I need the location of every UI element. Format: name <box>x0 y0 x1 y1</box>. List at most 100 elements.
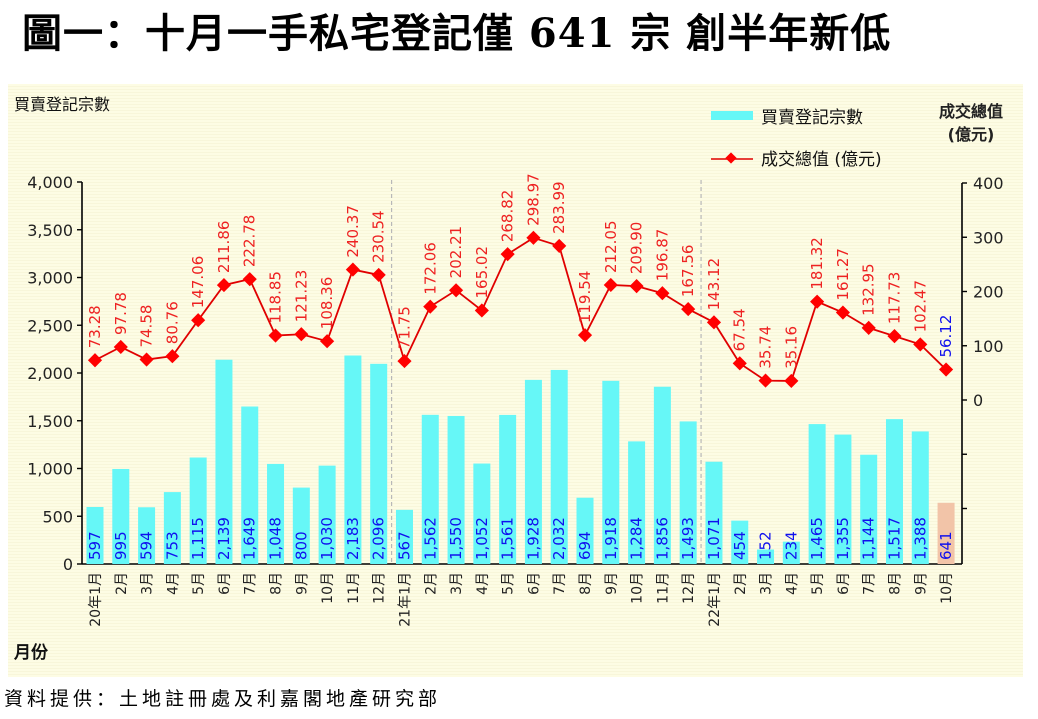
x-tick-label: 3月 <box>759 572 775 595</box>
line-value-label: 67.54 <box>731 308 749 351</box>
bar-value-label: 2,096 <box>370 517 388 560</box>
bar <box>395 509 413 564</box>
line-marker <box>268 328 283 343</box>
bar-value-label: 1,517 <box>885 517 903 560</box>
bar-value-label: 1,928 <box>524 517 542 560</box>
line-value-label: 167.56 <box>679 245 697 298</box>
bar <box>782 541 800 564</box>
x-tick-label: 8月 <box>887 572 903 595</box>
x-axis-title: 月份 <box>13 642 49 663</box>
y-tick-label-left: 1,500 <box>27 412 73 431</box>
y-tick-label-right: 0 <box>973 391 983 410</box>
bar <box>757 549 775 564</box>
x-tick-label: 7月 <box>862 572 878 595</box>
bar-value-label: 1,052 <box>473 517 491 560</box>
x-tick-label: 12月 <box>681 572 697 604</box>
line-marker <box>423 299 438 314</box>
bar <box>112 468 130 564</box>
line-value-label: 222.78 <box>241 215 259 267</box>
bar-value-label: 2,139 <box>215 517 233 560</box>
x-tick-label: 20年1月 <box>88 572 104 627</box>
line-marker <box>165 349 180 364</box>
line-value-label: 196.87 <box>653 229 671 282</box>
line-marker <box>474 303 489 318</box>
combo-chart: 買賣登記宗數 成交總值 (億元) 月份 買賣登記宗數 成交總值 (億元) 4,0… <box>13 95 1004 663</box>
bar-value-label: 2,183 <box>344 517 362 560</box>
line-marker <box>629 279 644 294</box>
line-series <box>87 230 954 388</box>
line-path <box>94 236 947 382</box>
bar <box>267 463 285 564</box>
bar <box>215 359 233 564</box>
bar-value-label: 694 <box>576 531 594 560</box>
line-marker <box>191 313 206 328</box>
line-marker <box>345 262 360 277</box>
x-tick-label: 8月 <box>269 572 285 595</box>
bar-value-label: 1,550 <box>447 517 465 560</box>
bar <box>292 487 310 564</box>
bar-value-label: 1,030 <box>318 517 336 560</box>
bar-value-label: 1,918 <box>602 517 620 560</box>
line-value-label: 230.54 <box>370 210 388 263</box>
x-tick-label: 5月 <box>191 572 207 595</box>
line-value-label: 172.06 <box>421 242 439 295</box>
bar <box>885 419 903 564</box>
bar-value-label: 1,649 <box>241 517 259 560</box>
y-tick-label-right: 200 <box>973 283 1004 302</box>
line-marker <box>242 272 257 287</box>
line-value-label: 118.85 <box>267 271 285 324</box>
line-marker <box>526 230 541 245</box>
line-value-label: 161.27 <box>834 248 852 301</box>
bar <box>86 506 104 564</box>
bar-value-label: 753 <box>163 531 181 560</box>
line-marker <box>732 356 747 371</box>
x-tick-label: 9月 <box>913 572 929 595</box>
line-value-label: 202.21 <box>447 226 465 279</box>
x-tick-label: 6月 <box>526 572 542 595</box>
legend-bar-swatch <box>711 111 753 120</box>
legend-line-label: 成交總值 (億元) <box>761 150 882 170</box>
line-marker <box>139 352 154 367</box>
line-value-label: 80.76 <box>163 301 181 344</box>
x-tick-label: 2月 <box>733 572 749 595</box>
bar-value-label: 1,144 <box>860 517 878 560</box>
line-marker <box>861 320 876 335</box>
line-marker <box>371 267 386 283</box>
line-value-label: 35.74 <box>757 326 775 369</box>
line-marker <box>216 277 232 293</box>
bar <box>241 406 259 564</box>
line-marker <box>577 328 593 343</box>
x-tick-label: 4月 <box>165 572 181 595</box>
y-tick-label-right: 400 <box>973 174 1004 193</box>
chart-panel: 買賣登記宗數 成交總值 (億元) 月份 買賣登記宗數 成交總值 (億元) 4,0… <box>8 84 1023 677</box>
legend-bar-label: 買賣登記宗數 <box>761 108 863 128</box>
x-tick-label: 9月 <box>604 572 620 595</box>
bar-value-label: 1,355 <box>834 517 852 560</box>
line-value-label: 212.05 <box>602 220 620 273</box>
x-tick-label: 7月 <box>552 572 568 595</box>
line-value-label: 211.86 <box>215 221 233 274</box>
bar-value-label: 1,284 <box>628 517 646 560</box>
bar-value-label: 454 <box>731 531 749 560</box>
x-tick-label: 22年1月 <box>707 572 723 627</box>
bar <box>834 434 852 564</box>
x-tick-label: 6月 <box>217 572 233 595</box>
line-marker <box>87 353 103 368</box>
bar-value-label: 800 <box>292 531 310 560</box>
line-marker <box>758 373 773 388</box>
line-value-label: 74.58 <box>138 305 156 348</box>
line-value-label: 209.90 <box>628 222 646 275</box>
line-value-label: 71.75 <box>395 306 413 349</box>
line-value-label: 35.16 <box>782 326 800 369</box>
bar <box>524 379 542 564</box>
bar <box>318 465 336 564</box>
line-value-label: 73.28 <box>86 305 104 348</box>
line-value-label: 119.54 <box>576 271 594 324</box>
chart-title: 圖一：十月一手私宅登記僅 641 宗 創半年新低 <box>22 10 892 57</box>
line-marker <box>500 247 515 262</box>
bar <box>370 363 388 564</box>
bar-value-label: 1,465 <box>808 517 826 560</box>
x-tick-label: 12月 <box>372 572 388 604</box>
x-tick-label: 11月 <box>655 572 671 604</box>
x-tick-label: 2月 <box>423 572 439 595</box>
